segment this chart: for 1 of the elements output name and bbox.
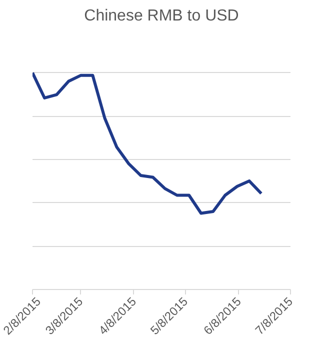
chart-title: Chinese RMB to USD <box>84 8 239 24</box>
